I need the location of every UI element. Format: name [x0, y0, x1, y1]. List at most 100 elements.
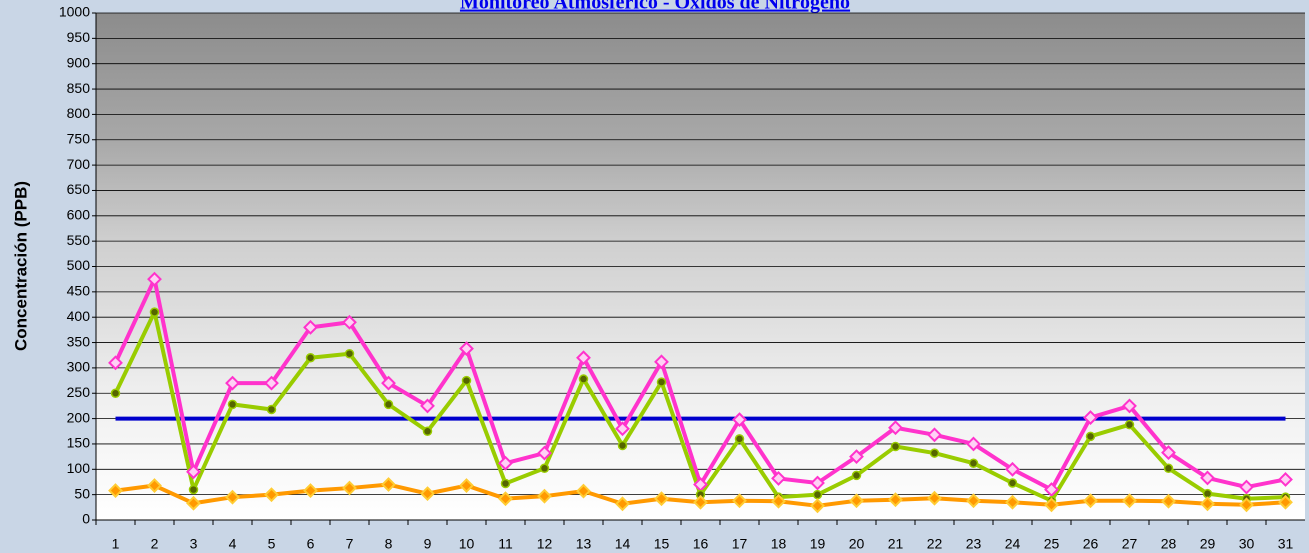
y-tick-label: 50 — [74, 485, 90, 501]
point — [732, 493, 747, 509]
y-tick-label: 500 — [67, 257, 91, 273]
x-tick-label: 21 — [888, 536, 904, 552]
point — [342, 314, 357, 330]
point — [654, 354, 669, 370]
chart-title: Monitoreo Atmosférico - Óxidos de Nitróg… — [460, 0, 850, 14]
x-tick-label: 1 — [112, 536, 120, 552]
point — [771, 493, 786, 509]
point — [383, 399, 394, 410]
x-tick-label: 24 — [1005, 536, 1021, 552]
y-tick-label: 400 — [67, 308, 91, 324]
point — [576, 483, 591, 499]
point — [186, 495, 201, 511]
point — [968, 458, 979, 468]
point — [264, 487, 279, 503]
point — [225, 375, 240, 391]
point — [927, 490, 942, 506]
x-tick-label: 3 — [190, 536, 198, 552]
x-tick-label: 19 — [810, 536, 826, 552]
x-tick-label: 5 — [268, 536, 276, 552]
y-tick-label: 950 — [67, 29, 91, 45]
point — [1083, 410, 1098, 426]
point — [734, 434, 745, 444]
y-tick-label: 100 — [67, 460, 91, 476]
point — [1085, 431, 1096, 442]
point — [1124, 419, 1135, 430]
y-tick-label: 850 — [67, 80, 91, 96]
x-tick-label: 4 — [229, 536, 237, 552]
x-tick-label: 16 — [693, 536, 709, 552]
point — [1005, 461, 1020, 477]
point — [420, 398, 435, 414]
point — [966, 493, 981, 509]
point — [1122, 493, 1137, 509]
point — [227, 399, 238, 410]
point — [498, 491, 513, 507]
point — [539, 463, 550, 474]
point — [1278, 494, 1293, 510]
x-tick-label: 7 — [346, 536, 354, 552]
x-tick-label: 20 — [849, 536, 865, 552]
point — [732, 412, 747, 428]
y-tick-label: 550 — [67, 232, 91, 248]
point — [1007, 478, 1018, 488]
point — [615, 421, 630, 437]
point — [656, 377, 667, 387]
point — [1005, 494, 1020, 510]
x-tick-label: 26 — [1083, 536, 1099, 552]
point — [771, 471, 786, 486]
point — [1122, 398, 1137, 414]
point — [498, 455, 513, 471]
point — [1200, 496, 1215, 512]
point — [147, 271, 162, 287]
point — [1083, 493, 1098, 509]
point — [186, 464, 201, 480]
y-axis-label: Concentración (PPB) — [11, 181, 30, 351]
point — [693, 494, 708, 510]
y-tick-label: 700 — [67, 156, 91, 172]
point — [344, 348, 355, 359]
point — [888, 420, 903, 436]
point — [849, 493, 864, 509]
x-tick-label: 23 — [966, 536, 982, 552]
point — [576, 350, 591, 366]
y-tick-label: 650 — [67, 181, 91, 197]
point — [381, 375, 396, 391]
point — [1044, 497, 1059, 513]
x-tick-label: 14 — [615, 536, 631, 552]
x-tick-label: 30 — [1239, 536, 1255, 552]
y-tick-label: 300 — [67, 359, 91, 375]
point — [849, 449, 864, 465]
point — [266, 404, 277, 415]
point — [108, 355, 123, 371]
x-tick-label: 6 — [307, 536, 315, 552]
y-tick-label: 250 — [67, 384, 91, 400]
point — [1239, 479, 1254, 495]
point — [188, 484, 199, 495]
x-tick-label: 8 — [385, 536, 393, 552]
x-tick-label: 27 — [1122, 536, 1138, 552]
point — [420, 486, 435, 502]
point — [1278, 472, 1293, 487]
point — [617, 440, 628, 451]
point — [812, 489, 823, 500]
point — [927, 427, 942, 443]
point — [929, 448, 940, 458]
y-tick-label: 1000 — [59, 4, 90, 20]
x-tick-label: 9 — [424, 536, 432, 552]
point — [147, 478, 162, 493]
point — [1044, 482, 1059, 497]
y-tick-label: 600 — [67, 207, 91, 223]
point — [966, 436, 981, 452]
point — [1239, 497, 1254, 513]
point — [422, 426, 433, 437]
point — [1161, 493, 1176, 509]
y-tick-label: 900 — [67, 54, 91, 70]
x-tick-label: 13 — [576, 536, 592, 552]
point — [461, 375, 472, 386]
x-tick-label: 12 — [537, 536, 553, 552]
point — [149, 307, 160, 317]
point — [342, 480, 357, 496]
point — [264, 375, 279, 391]
